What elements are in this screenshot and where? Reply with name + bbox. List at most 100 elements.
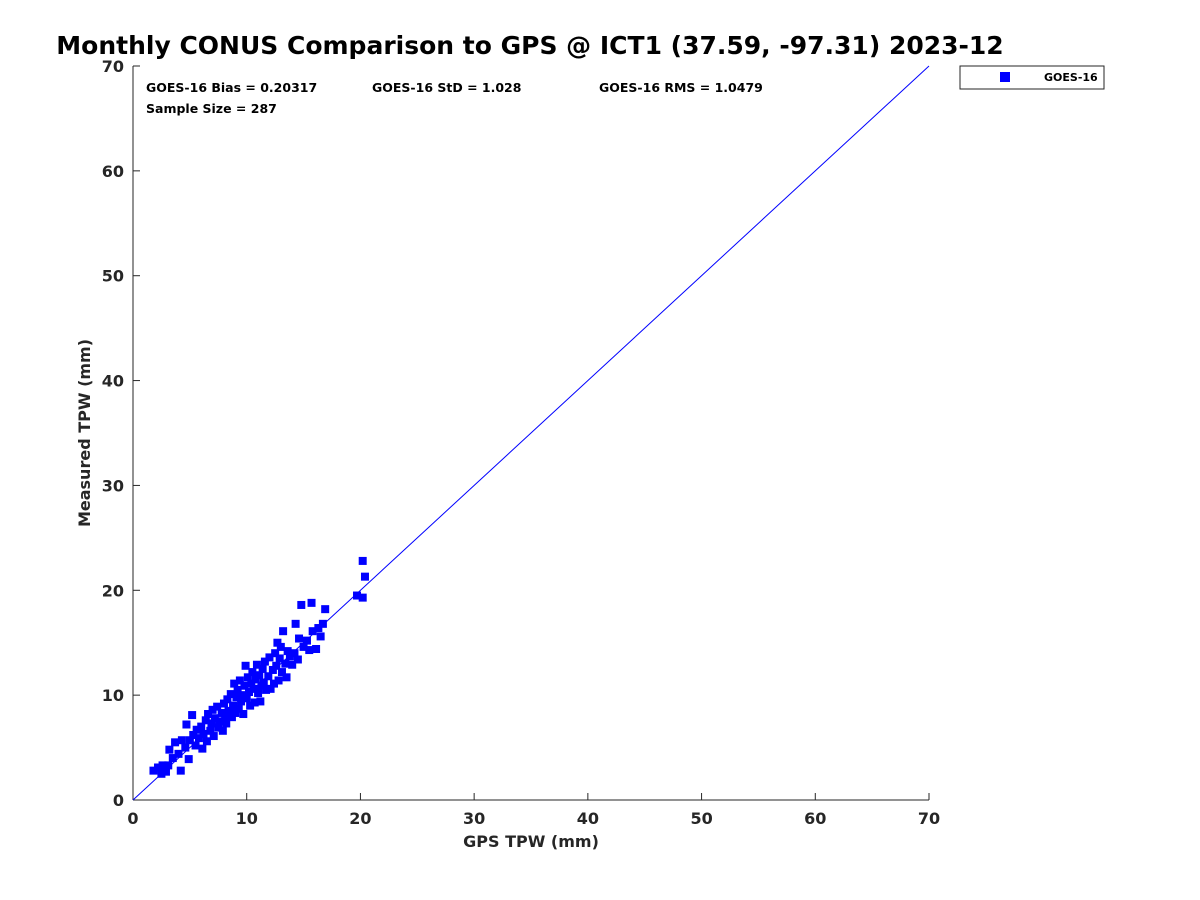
data-point [358,556,367,565]
x-tick-label: 60 [804,809,826,828]
data-point [226,690,235,699]
y-tick-label: 0 [113,791,124,810]
data-point [224,706,233,715]
data-point [154,763,163,772]
data-point [239,710,248,719]
data-point [243,673,252,682]
data-point [272,661,281,670]
legend: GOES-16 [959,65,1105,90]
y-tick-label: 70 [102,57,124,76]
data-point [198,744,207,753]
data-point [248,668,257,677]
data-point [222,719,231,728]
data-point [149,766,158,775]
data-point [202,737,211,746]
data-point [206,726,215,735]
x-tick-label: 10 [236,809,258,828]
data-point [197,722,206,731]
data-point [308,627,317,636]
data-point [275,654,284,663]
data-point [194,734,203,743]
data-point [290,649,299,658]
data-point [221,712,230,721]
data-point [288,660,297,669]
data-point [238,691,247,700]
data-point [227,713,236,722]
data-point [305,646,314,655]
data-point [231,708,240,717]
y-axis-label: Measured TPW (mm) [75,339,94,527]
data-point [262,685,271,694]
data-point [277,668,286,677]
legend-label-goes16: GOES-16 [1044,71,1098,84]
legend-box [959,65,1105,90]
legend-marker-goes16 [1000,72,1010,82]
data-point [255,671,264,680]
data-point [252,660,261,669]
data-points [149,556,369,778]
data-point [199,729,208,738]
data-point [214,723,223,732]
data-point [244,687,253,696]
data-point [158,761,167,770]
x-ticks: 0 10 20 30 40 50 60 70 [127,793,940,828]
data-point [282,673,291,682]
data-point [360,572,369,581]
data-point [274,676,283,685]
data-point [177,736,186,745]
data-point [171,738,180,747]
data-point [215,717,224,726]
data-point [297,600,306,609]
data-point [293,655,302,664]
data-point [316,632,325,641]
data-point [209,732,218,741]
data-point [157,769,166,778]
data-point [276,642,285,651]
data-point [223,695,232,704]
data-point [264,672,273,681]
data-point [182,720,191,729]
y-tick-label: 30 [102,476,124,495]
data-point [258,664,267,673]
data-point [291,619,300,628]
data-point [230,679,239,688]
data-point [266,684,275,693]
data-point [242,694,251,703]
data-point [232,693,241,702]
y-ticks: 0 10 20 30 40 50 60 70 [102,57,140,810]
x-tick-label: 20 [349,809,371,828]
sample-size-stat: Sample Size = 287 [146,101,277,116]
x-tick-label: 30 [463,809,485,828]
data-point [185,736,194,745]
data-point [247,679,256,688]
data-point [176,766,185,775]
x-tick-label: 0 [127,809,138,828]
data-point [358,593,367,602]
data-point [164,761,173,770]
data-point [307,598,316,607]
data-point [281,659,290,668]
data-point [210,714,219,723]
data-point [279,627,288,636]
data-point [268,665,277,674]
data-point [235,676,244,685]
y-tick-label: 10 [102,686,124,705]
data-point [174,749,183,758]
data-point [312,645,321,654]
data-point [237,697,246,706]
data-point [229,701,238,710]
data-point [265,653,274,662]
data-point [321,605,330,614]
data-point [213,702,222,711]
data-point [302,636,311,645]
data-point [233,685,242,694]
x-axis-label: GPS TPW (mm) [463,832,599,851]
y-tick-label: 20 [102,581,124,600]
data-point [295,634,304,643]
data-point [204,710,213,719]
y-tick-label: 50 [102,267,124,286]
data-point [270,679,279,688]
data-point [283,647,292,656]
data-point [353,591,362,600]
